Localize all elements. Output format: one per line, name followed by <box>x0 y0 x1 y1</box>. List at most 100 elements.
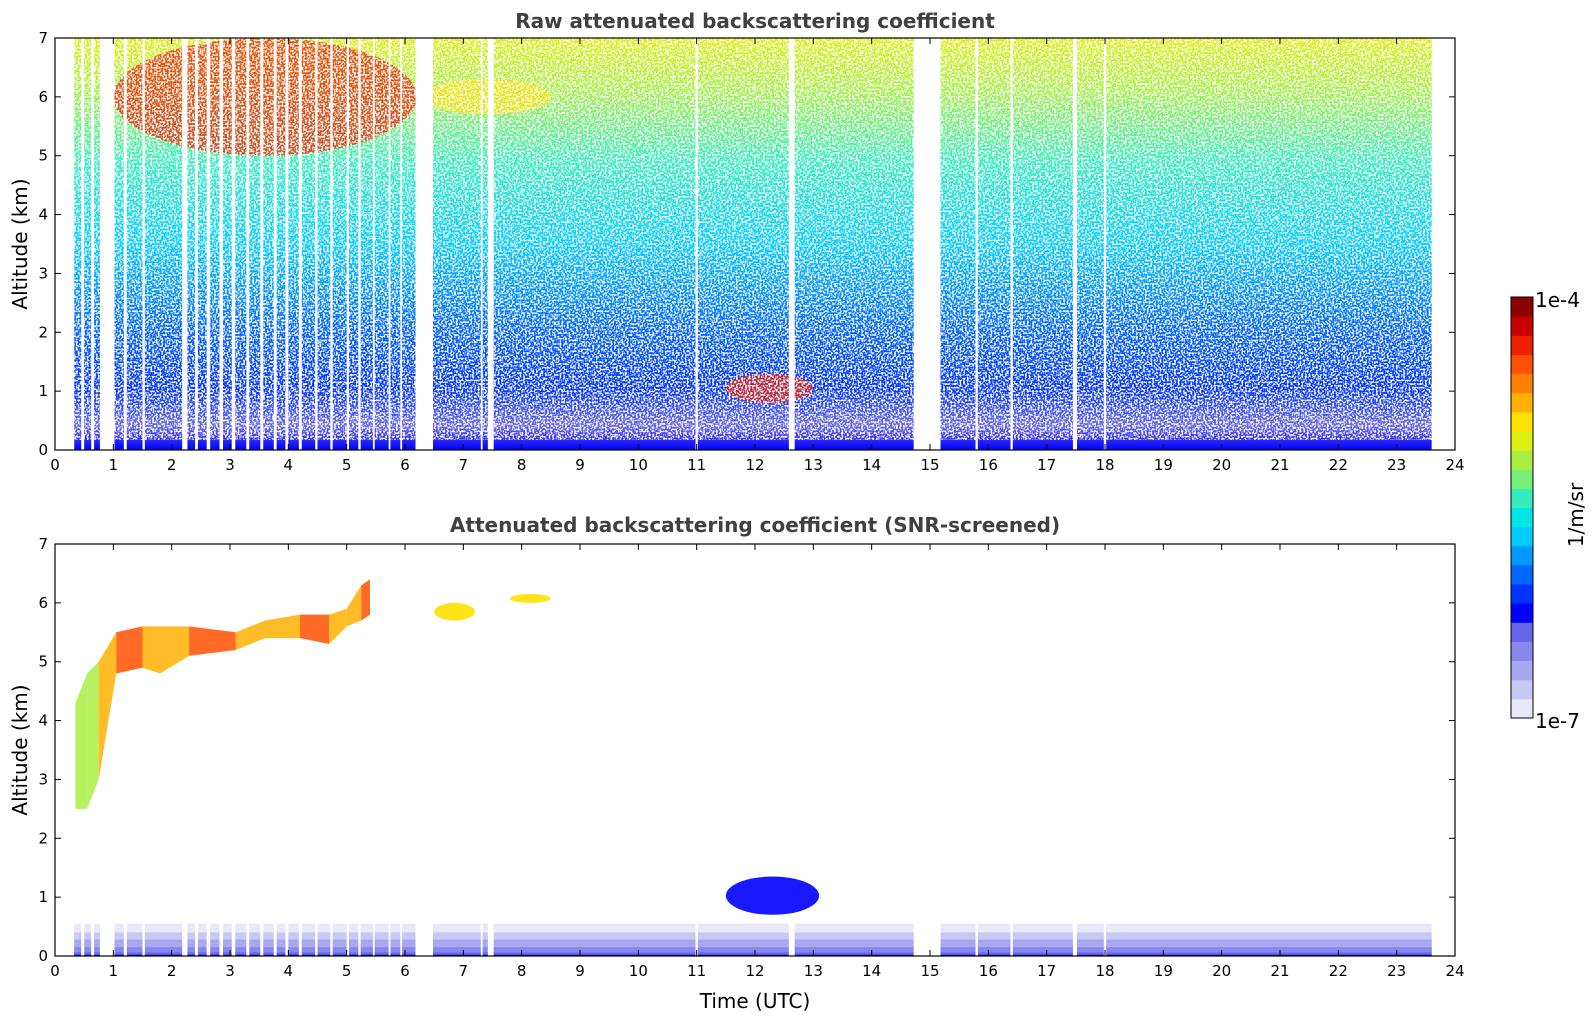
y-tick-label: 2 <box>38 829 48 847</box>
x-tick-label: 2 <box>167 962 177 980</box>
cirrus-segment <box>346 585 362 627</box>
x-tick-label: 23 <box>1387 962 1406 980</box>
data-gap <box>298 914 302 956</box>
data-gap <box>206 914 211 956</box>
colorbar-swatch <box>1511 564 1533 585</box>
data-gap <box>372 914 375 956</box>
cirrus-segment <box>300 614 330 645</box>
colorbar-swatch <box>1511 679 1533 700</box>
data-gap <box>388 38 391 450</box>
x-tick-label: 7 <box>459 456 469 474</box>
x-tick-label: 1 <box>109 456 119 474</box>
cirrus-segment <box>87 661 99 809</box>
data-gap <box>285 38 289 450</box>
data-gap <box>1072 914 1077 956</box>
cirrus-segment <box>98 632 117 780</box>
snr-chart-title: Attenuated backscattering coefficient (S… <box>450 513 1060 537</box>
x-tick-label: 24 <box>1445 456 1464 474</box>
data-gap <box>388 914 391 956</box>
colorbar-unit-label: 1/m/sr <box>1564 482 1588 547</box>
colorbar-swatch <box>1511 354 1533 375</box>
snr-y-axis-label: Altitude (km) <box>8 684 32 815</box>
x-tick-label: 15 <box>920 962 939 980</box>
data-gap <box>1010 38 1013 450</box>
cirrus-segment <box>329 608 347 645</box>
data-gap <box>1072 38 1077 450</box>
data-gap <box>1103 914 1107 956</box>
colorbar-swatch <box>1511 507 1533 528</box>
colorbar-swatch <box>1511 622 1533 642</box>
data-gap <box>487 38 494 450</box>
x-tick-label: 6 <box>400 456 410 474</box>
x-tick-label: 15 <box>920 456 939 474</box>
x-tick-label: 8 <box>517 962 527 980</box>
data-gap <box>695 38 698 450</box>
data-gap <box>273 38 277 450</box>
data-gap <box>975 38 978 450</box>
data-gap <box>695 914 698 956</box>
raw-noise-overlay <box>74 38 1432 440</box>
data-gap <box>358 38 361 450</box>
data-gap <box>315 38 318 450</box>
x-tick-label: 5 <box>342 456 352 474</box>
data-gap <box>372 38 375 450</box>
snr-feature <box>510 594 551 603</box>
y-tick-label: 5 <box>38 653 48 671</box>
colorbar-swatch <box>1511 411 1533 432</box>
data-gap <box>298 38 302 450</box>
x-tick-label: 22 <box>1329 962 1348 980</box>
x-tick-label: 21 <box>1270 962 1289 980</box>
x-tick-label: 3 <box>225 456 235 474</box>
data-gap <box>1010 914 1013 956</box>
cirrus-segment <box>160 626 190 674</box>
x-tick-label: 9 <box>575 962 585 980</box>
data-gap <box>219 914 223 956</box>
x-tick-label: 16 <box>979 962 998 980</box>
data-gap <box>81 38 85 450</box>
data-gap <box>487 914 494 956</box>
x-tick-label: 0 <box>50 456 60 474</box>
data-gap <box>142 914 145 956</box>
boundary-layer-band <box>74 952 1432 956</box>
cirrus-segment <box>265 614 300 639</box>
x-tick-label: 18 <box>1095 962 1114 980</box>
snr-feature <box>434 602 476 621</box>
data-gap <box>330 914 333 956</box>
data-gap <box>400 914 403 956</box>
x-tick-label: 10 <box>629 962 648 980</box>
data-gap <box>1103 38 1107 450</box>
x-tick-label: 6 <box>400 962 410 980</box>
x-tick-label: 18 <box>1095 456 1114 474</box>
snr-heatmap-body <box>74 579 1432 956</box>
data-gap <box>273 914 277 956</box>
data-gap <box>346 914 349 956</box>
data-gap <box>788 38 795 450</box>
x-tick-label: 3 <box>225 962 235 980</box>
data-gap <box>330 38 333 450</box>
colorbar-swatch <box>1511 545 1533 566</box>
colorbar-swatch <box>1511 316 1533 336</box>
colorbar-swatch <box>1511 469 1533 489</box>
raw-backscatter-panel: 0 1 2 3 4 5 6 7 8 9 10 11 12 13 14 15 16 17 18 19 20 21 22 23 24… <box>8 9 1465 474</box>
x-tick-label: 0 <box>50 962 60 980</box>
data-gap <box>285 914 289 956</box>
raw-heatmap-body <box>74 38 1432 450</box>
x-tick-label: 4 <box>284 456 294 474</box>
data-gap <box>195 38 198 450</box>
snr-feature <box>725 876 820 915</box>
colorbar-swatch <box>1511 526 1533 547</box>
cirrus-segment <box>189 626 236 656</box>
x-tick-label: 8 <box>517 456 527 474</box>
x-tick-label: 24 <box>1445 962 1464 980</box>
data-gap <box>142 38 145 450</box>
data-gap <box>206 38 211 450</box>
data-gap <box>480 38 483 450</box>
colorbar-swatch <box>1511 297 1533 317</box>
data-gap <box>99 914 115 956</box>
colorbar-max-label: 1e-4 <box>1535 288 1580 312</box>
x-tick-label: 23 <box>1387 456 1406 474</box>
cirrus-segment <box>116 626 143 674</box>
data-gap <box>346 38 349 450</box>
y-tick-label: 2 <box>38 323 48 341</box>
colorbar-frame <box>1510 296 1534 719</box>
